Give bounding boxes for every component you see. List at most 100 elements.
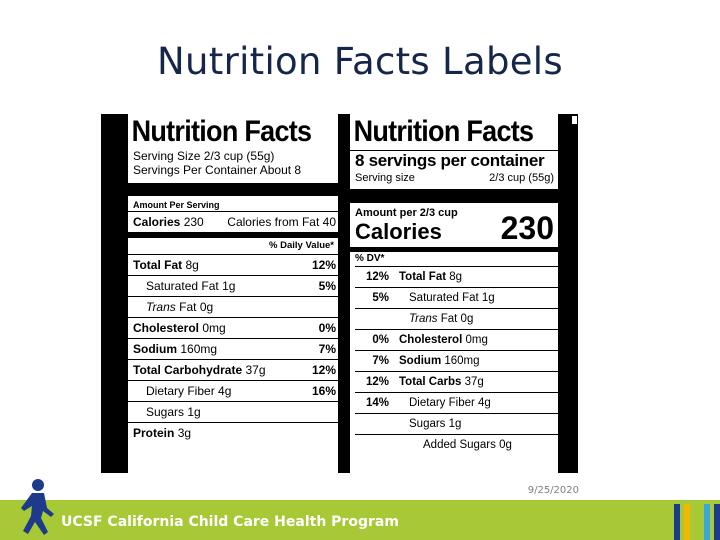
- new-label-heading: Nutrition Facts: [353, 115, 534, 148]
- old-row-name: Sugars: [146, 405, 185, 419]
- stripe: [704, 504, 710, 540]
- new-row-total-carbs: 12% Total Carbs 37g: [355, 371, 558, 392]
- new-serving-size-row: Serving size 2/3 cup (55g): [350, 171, 558, 185]
- new-row-dv: 12%: [365, 376, 389, 388]
- new-thick-divider: [350, 189, 558, 203]
- old-row-cholesterol: Cholesterol 0mg 0%: [128, 317, 338, 338]
- footer-org-name: UCSF California Child Care Health Progra…: [61, 514, 399, 530]
- old-row-sugars: Sugars 1g: [128, 401, 338, 422]
- new-row-amount: 160mg: [444, 355, 480, 367]
- new-dv-header: % DV*: [355, 253, 385, 264]
- new-serving-size-label: Serving size: [355, 172, 415, 184]
- running-child-logo-icon: [21, 479, 54, 535]
- new-mid-divider: [350, 247, 558, 252]
- new-servings-per-container: 8 servings per container: [350, 150, 558, 171]
- old-row-dv: 7%: [318, 342, 336, 356]
- new-row-added-sugars: Added Sugars 0g: [355, 434, 558, 455]
- old-row-total-carbohydrate: Total Carbohydrate 37g 12%: [128, 359, 338, 380]
- new-row-dv: 7%: [372, 355, 389, 367]
- old-serving-size: Serving Size 2/3 cup (55g): [133, 149, 275, 163]
- old-row-dv: 0%: [318, 321, 336, 335]
- old-row-amount: Fat 0g: [179, 300, 214, 314]
- old-row-dv: 16%: [311, 384, 336, 398]
- new-row-dv: 0%: [372, 334, 389, 346]
- slide-title: Nutrition Facts Labels: [157, 40, 563, 83]
- old-row-amount: 1g: [187, 405, 201, 419]
- old-row-name: Total Carbohydrate: [133, 363, 243, 377]
- old-row-name: Sodium: [133, 342, 177, 356]
- old-row-amount: 8g: [185, 258, 199, 272]
- old-dv-header: % Daily Value*: [269, 240, 334, 251]
- old-row-trans-fat: Trans Fat 0g: [128, 296, 338, 317]
- new-amount-per: Amount per 2/3 cup: [355, 207, 458, 219]
- new-calories-label: Calories: [355, 219, 442, 244]
- old-row-name: Saturated Fat: [146, 279, 219, 293]
- new-row-cholesterol: 0% Cholesterol 0mg: [355, 329, 558, 350]
- new-row-name: Saturated Fat: [409, 292, 479, 304]
- new-row-amount: 37g: [464, 376, 484, 388]
- old-row-name: Protein: [133, 426, 175, 440]
- new-row-amount: 1g: [448, 418, 462, 430]
- corner-mark: [572, 116, 577, 124]
- new-row-saturated-fat: 5% Saturated Fat 1g: [355, 287, 558, 308]
- old-mid-divider: [128, 232, 338, 238]
- stripe: [674, 504, 680, 540]
- old-row-amount: 37g: [245, 363, 266, 377]
- new-row-dv: 12%: [365, 271, 389, 283]
- old-thick-divider: [128, 183, 338, 196]
- old-row-dv: 12%: [311, 363, 336, 377]
- footer-stripes: [670, 504, 720, 540]
- old-row-total-fat: Total Fat 8g 12%: [128, 254, 338, 275]
- old-row-sodium: Sodium 160mg 7%: [128, 338, 338, 359]
- old-row-name: Cholesterol: [133, 321, 200, 335]
- old-calories-from-fat: Calories from Fat 40: [227, 215, 336, 229]
- new-row-amount: 4g: [478, 397, 491, 409]
- new-row-sugars: Sugars 1g: [355, 413, 558, 434]
- old-row-amount: 1g: [222, 279, 236, 293]
- new-row-amount: 8g: [449, 271, 463, 283]
- new-row-trans-fat: Trans Fat 0g: [355, 308, 558, 329]
- old-row-name: Dietary Fiber: [146, 384, 215, 398]
- new-row-name: Trans: [409, 313, 438, 325]
- old-row-amount: 160mg: [180, 342, 218, 356]
- old-row-dv: 12%: [311, 258, 336, 272]
- slide-date: 9/25/2020: [527, 485, 579, 496]
- stripe: [714, 504, 720, 540]
- old-row-amount: 0mg: [202, 321, 226, 335]
- old-row-protein: Protein 3g: [128, 422, 338, 443]
- old-row-amount: 4g: [218, 384, 232, 398]
- stripe: [684, 504, 690, 540]
- new-serving-size-value: 2/3 cup (55g): [489, 172, 554, 184]
- new-row-dietary-fiber: 14% Dietary Fiber 4g: [355, 392, 558, 413]
- old-row-name: Trans: [146, 300, 176, 314]
- new-row-name: Added Sugars: [423, 439, 496, 451]
- new-row-dv: 14%: [365, 397, 389, 409]
- old-amount-per-serving: Amount Per Serving: [133, 200, 220, 210]
- new-row-name: Cholesterol: [399, 334, 463, 346]
- new-row-name: Total Fat: [399, 271, 447, 283]
- old-row-saturated-fat: Saturated Fat 1g 5%: [128, 275, 338, 296]
- new-row-sodium: 7% Sodium 160mg: [355, 350, 558, 371]
- new-row-name: Sodium: [399, 355, 442, 367]
- old-row-dietary-fiber: Dietary Fiber 4g 16%: [128, 380, 338, 401]
- new-calories-value: 230: [500, 210, 554, 246]
- old-nutrition-label: Nutrition Facts Serving Size 2/3 cup (55…: [128, 114, 338, 473]
- old-servings-per-container: Servings Per Container About 8: [133, 163, 302, 177]
- new-calories-row: Calories 230: [350, 212, 558, 244]
- old-calories-label: Calories: [133, 215, 181, 229]
- old-calories-row: Calories 230 Calories from Fat 40: [128, 211, 338, 232]
- new-row-total-fat: 12% Total Fat 8g: [355, 266, 558, 287]
- old-calories-value: 230: [183, 215, 204, 229]
- new-row-name: Total Carbs: [399, 376, 462, 388]
- new-nutrition-label: Nutrition Facts 8 servings per container…: [350, 114, 558, 473]
- new-row-name: Sugars: [409, 418, 446, 430]
- new-row-amount: 0mg: [465, 334, 488, 346]
- new-row-name: Dietary Fiber: [409, 397, 475, 409]
- old-row-name: Total Fat: [133, 258, 183, 272]
- new-row-amount: 1g: [481, 292, 495, 304]
- stripe: [694, 504, 700, 540]
- new-row-amount: Fat 0g: [440, 313, 474, 325]
- footer-bar: UCSF California Child Care Health Progra…: [0, 500, 720, 540]
- new-row-dv: 5%: [372, 292, 389, 304]
- old-row-amount: 3g: [177, 426, 192, 440]
